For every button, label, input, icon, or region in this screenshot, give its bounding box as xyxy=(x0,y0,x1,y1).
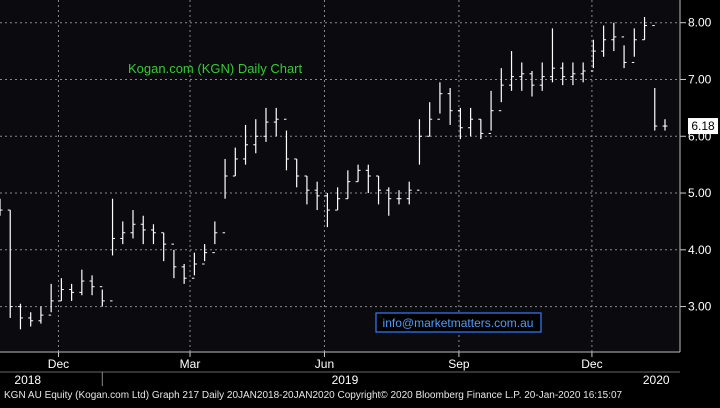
last-price-marker: 6.18 xyxy=(688,118,718,135)
x-tick-label: Sep xyxy=(448,357,470,371)
chart-title: Kogan.com (KGN) Daily Chart xyxy=(128,61,302,76)
gridlines xyxy=(0,0,680,352)
year-label: 2019 xyxy=(332,373,359,387)
x-tick-label: Dec xyxy=(581,357,602,371)
x-tick-label: Mar xyxy=(180,357,201,371)
plot-area xyxy=(0,0,680,352)
last-price-badge xyxy=(688,118,718,135)
footer-text: KGN AU Equity (Kogan.com Ltd) Graph 217 … xyxy=(4,390,623,401)
watermark-box xyxy=(375,312,542,333)
footer-bar xyxy=(0,386,720,403)
watermark-email: info@marketmatters.com.au xyxy=(383,316,534,330)
last-price-label: 6.18 xyxy=(691,119,715,133)
y-tick-label: 4.00 xyxy=(688,243,712,257)
year-label: 2018 xyxy=(14,373,41,387)
x-tick-label: Jun xyxy=(315,357,334,371)
year-label: 2020 xyxy=(643,373,670,387)
x-axis: Dec Mar Jun Sep Dec 2018 2019 2020 xyxy=(0,351,680,387)
y-axis: 3.004.005.006.007.008.00 xyxy=(679,0,712,352)
y-tick-label: 8.00 xyxy=(688,16,712,30)
y-tick-label: 3.00 xyxy=(688,300,712,314)
price-bars xyxy=(0,17,668,330)
x-tick-label: Dec xyxy=(48,357,69,371)
y-tick-label: 7.00 xyxy=(688,72,712,86)
y-tick-label: 5.00 xyxy=(688,186,712,200)
